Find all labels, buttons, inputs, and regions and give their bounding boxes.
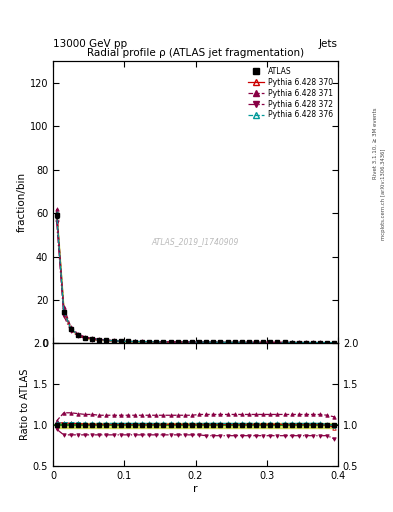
X-axis label: r: r <box>193 483 198 494</box>
Text: Jets: Jets <box>319 38 338 49</box>
Y-axis label: Ratio to ATLAS: Ratio to ATLAS <box>20 369 30 440</box>
Text: mcplots.cern.ch [arXiv:1306.3436]: mcplots.cern.ch [arXiv:1306.3436] <box>381 149 386 240</box>
Legend: ATLAS, Pythia 6.428 370, Pythia 6.428 371, Pythia 6.428 372, Pythia 6.428 376: ATLAS, Pythia 6.428 370, Pythia 6.428 37… <box>246 65 334 121</box>
Text: ATLAS_2019_I1740909: ATLAS_2019_I1740909 <box>152 238 239 246</box>
Text: Rivet 3.1.10, ≥ 3M events: Rivet 3.1.10, ≥ 3M events <box>373 108 378 179</box>
Title: Radial profile ρ (ATLAS jet fragmentation): Radial profile ρ (ATLAS jet fragmentatio… <box>87 48 304 58</box>
Y-axis label: fraction/bin: fraction/bin <box>17 173 27 232</box>
Text: 13000 GeV pp: 13000 GeV pp <box>53 38 127 49</box>
